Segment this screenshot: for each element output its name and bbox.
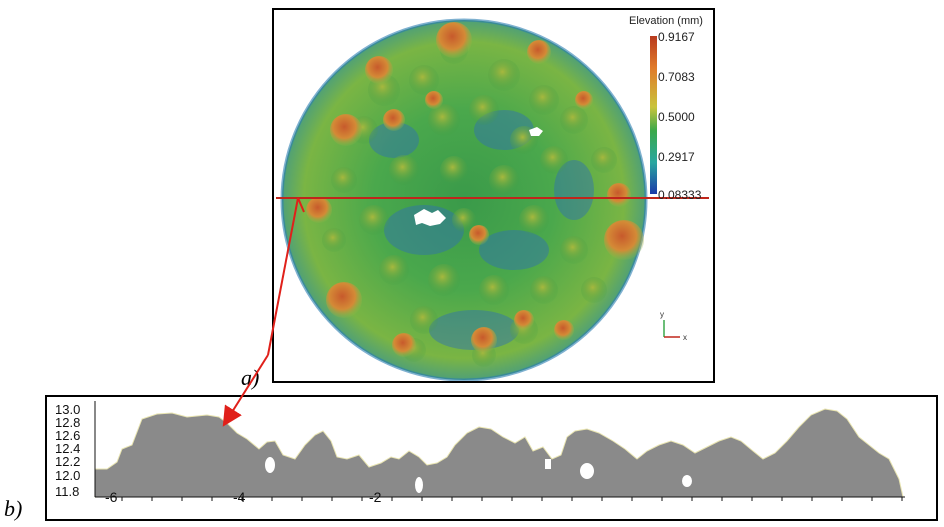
panel-a-label: a) xyxy=(241,365,260,390)
y-tick: 13.0 xyxy=(55,402,81,417)
elevation-map: y x xyxy=(276,18,709,381)
profile-plot xyxy=(94,401,905,501)
central-hole xyxy=(414,209,446,226)
y-tick: 12.0 xyxy=(55,468,81,483)
x-tick: -2 xyxy=(369,489,382,505)
y-tick: 12.2 xyxy=(55,454,81,469)
colorbar-title: Elevation (mm) xyxy=(629,15,703,27)
y-tick: 11.8 xyxy=(55,484,80,499)
colorbar-tick: 0.2917 xyxy=(658,150,695,164)
profile-fill xyxy=(94,408,904,498)
y-tick: 12.8 xyxy=(55,415,81,430)
colorbar-tick: 0.5000 xyxy=(658,110,695,124)
y-tick: 12.4 xyxy=(55,441,81,456)
colorbar-tick: 0.7083 xyxy=(658,70,695,84)
elevation-map-panel: y x Elevation (mm) 0.9167 0.7083 0.5000 … xyxy=(272,8,715,383)
panel-b-label: b) xyxy=(4,496,23,521)
profile-panel: 13.0 12.8 12.6 12.4 12.2 12.0 11.8 -6 -4… xyxy=(45,395,938,521)
colorbar xyxy=(650,36,657,194)
x-tick: -6 xyxy=(105,489,118,505)
colorbar-tick-max: 0.9167 xyxy=(658,30,695,44)
colorbar-tick-min: 0.08333 xyxy=(658,188,702,202)
x-axis-ticks xyxy=(121,497,903,501)
svg-text:y: y xyxy=(660,310,664,319)
svg-text:x: x xyxy=(683,333,687,342)
axes-orientation-icon: y x xyxy=(660,310,687,342)
x-tick: -4 xyxy=(233,489,246,505)
y-tick: 12.6 xyxy=(55,428,81,443)
